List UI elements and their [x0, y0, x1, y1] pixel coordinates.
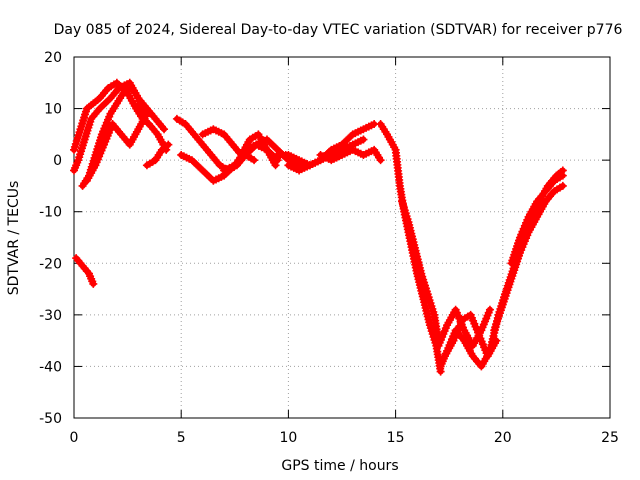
axis-ticks: -50 -40 -30 -20 -10 0 10 20 0 5 10 15 20 25: [39, 50, 619, 446]
x-tick-label: 0: [70, 430, 79, 446]
data-point: [558, 181, 567, 190]
y-tick-label: -20: [39, 256, 62, 272]
x-tick-label: 25: [601, 430, 619, 446]
x-tick-label: 20: [494, 430, 512, 446]
series-arc-15: [398, 197, 443, 345]
data-point: [142, 109, 151, 118]
series-arc-21: [507, 171, 567, 268]
chart-title: Day 085 of 2024, Sidereal Day-to-day VTE…: [54, 22, 623, 38]
x-axis-title: GPS time / hours: [281, 458, 398, 474]
data-point: [376, 156, 385, 165]
data-point: [160, 125, 169, 134]
series-arc-13: [316, 145, 385, 165]
grid-lines: [74, 57, 610, 418]
y-tick-label: -40: [39, 359, 62, 375]
plot-frame: [73, 56, 611, 419]
series-arc-17: [434, 305, 494, 350]
x-tick-label: 15: [387, 430, 405, 446]
series-arc-5: [142, 140, 173, 170]
data-point: [164, 140, 173, 149]
y-tick-label: -30: [39, 308, 62, 324]
data-point: [492, 336, 501, 345]
x-tick-label: 5: [177, 430, 186, 446]
x-tick-label: 10: [279, 430, 297, 446]
y-axis-title: SDTVAR / TECUs: [6, 181, 22, 296]
data-point: [271, 161, 280, 170]
y-tick-label: -50: [39, 411, 62, 427]
data-point: [558, 171, 567, 180]
data-point: [89, 279, 98, 288]
series-arc-20: [490, 181, 567, 335]
series-arc-6: [72, 254, 98, 288]
y-tick-label: -10: [39, 205, 62, 221]
series-arc-4: [82, 109, 151, 185]
y-tick-label: 0: [53, 153, 62, 169]
data-point: [250, 156, 259, 165]
y-tick-label: 20: [44, 50, 62, 66]
series-arc-18: [440, 310, 501, 361]
data-point: [359, 135, 368, 144]
y-tick-label: 10: [44, 102, 62, 118]
data-series: [70, 78, 567, 376]
data-point: [485, 305, 494, 314]
series-line: [491, 182, 566, 334]
